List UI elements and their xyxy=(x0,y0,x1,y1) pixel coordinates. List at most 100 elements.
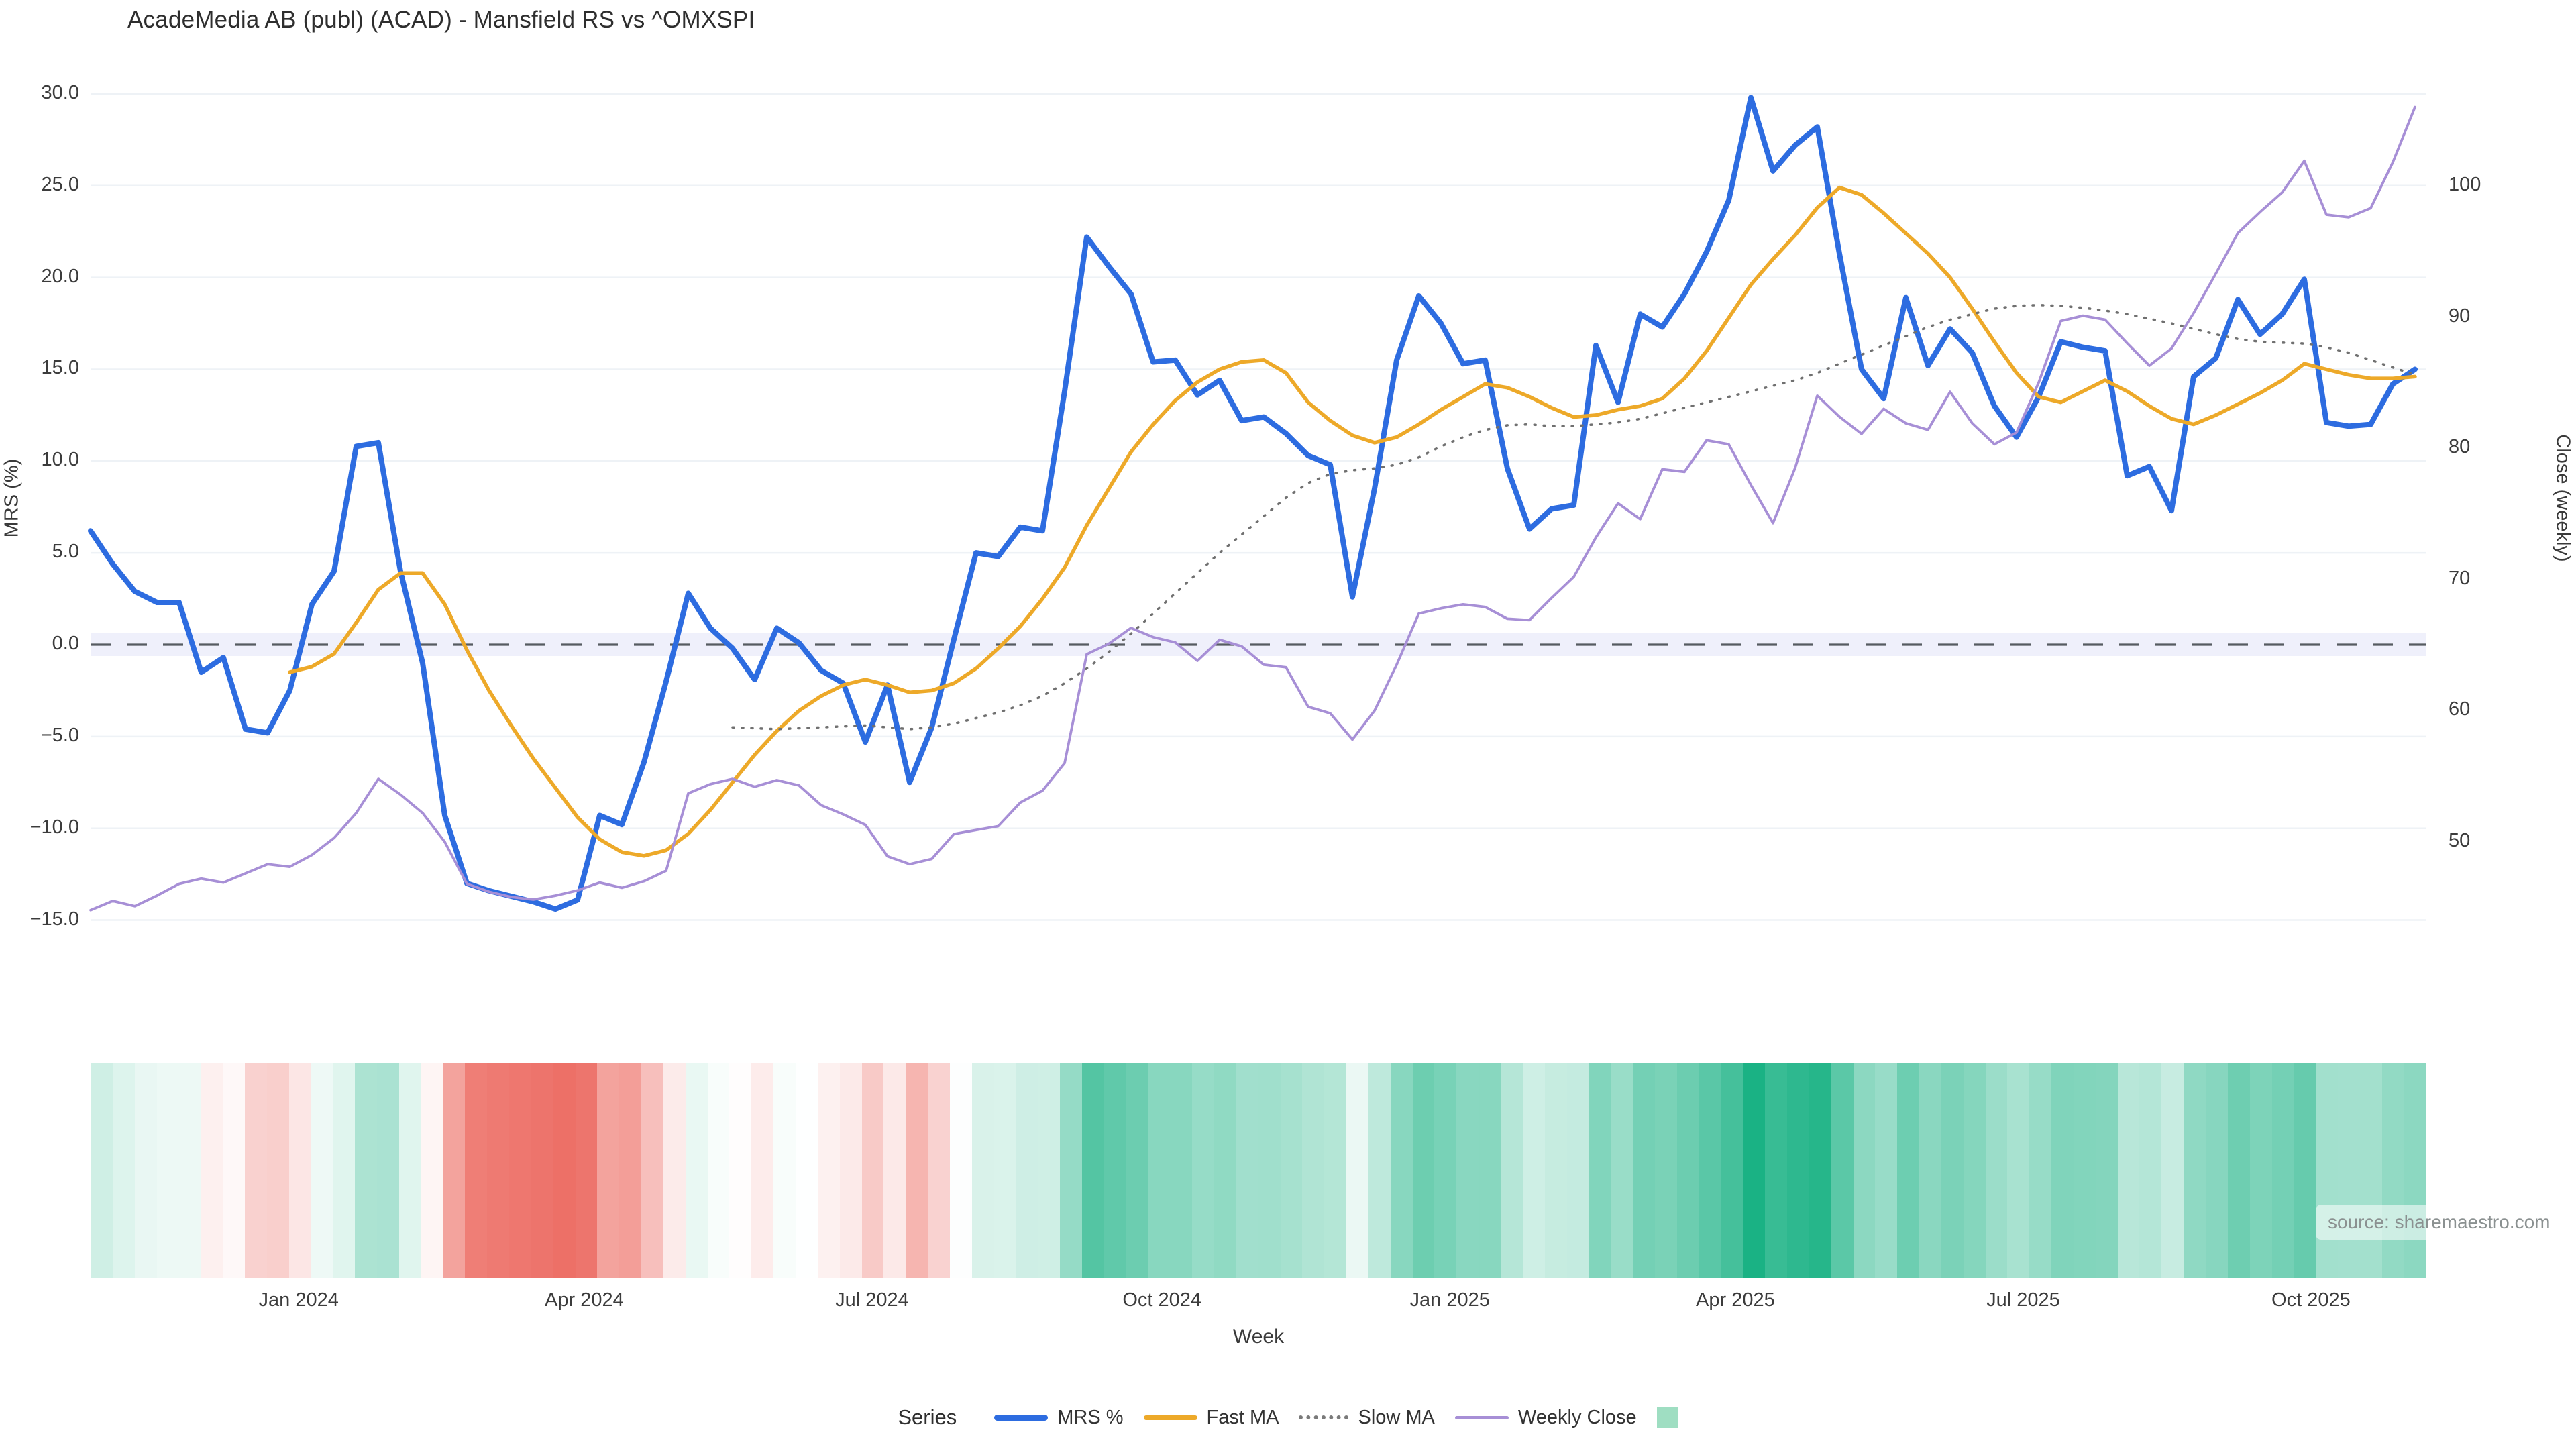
y-tick-right: 50 xyxy=(2449,829,2471,851)
heatmap-week-band xyxy=(2271,1063,2294,1278)
heatmap-week-band xyxy=(1038,1063,1061,1278)
heatmap-week-band xyxy=(971,1063,994,1278)
series-line-slow-ma[interactable] xyxy=(731,303,2416,731)
heatmap-week-band xyxy=(729,1063,752,1278)
heatmap-week-band xyxy=(1765,1063,1787,1278)
series-line-mrs[interactable] xyxy=(88,95,2418,912)
y-tick-left: −5.0 xyxy=(40,724,79,746)
heatmap-week-band xyxy=(2381,1063,2404,1278)
x-tick-apr-2024: Apr 2024 xyxy=(545,1289,624,1311)
heatmap-week-band xyxy=(1126,1063,1148,1278)
heatmap-week-band xyxy=(1456,1063,1479,1278)
heatmap-week-band xyxy=(641,1063,663,1278)
heatmap-week-band xyxy=(156,1063,179,1278)
heatmap-week-band xyxy=(112,1063,135,1278)
heatmap-week-band xyxy=(883,1063,906,1278)
legend-title: Series xyxy=(898,1405,957,1429)
heatmap-week-band xyxy=(1280,1063,1303,1278)
heatmap-week-band xyxy=(1897,1063,1920,1278)
heatmap-week-band xyxy=(619,1063,642,1278)
heatmap-week-band xyxy=(376,1063,399,1278)
legend-item-mrs[interactable]: MRS % xyxy=(994,1406,1124,1429)
series-line-weekly-close[interactable] xyxy=(89,105,2416,912)
heatmap-week-band xyxy=(266,1063,289,1278)
heatmap-week-band xyxy=(1522,1063,1545,1278)
heatmap-week-band xyxy=(2139,1063,2162,1278)
heatmap-week-band xyxy=(839,1063,862,1278)
y-tick-left: 25.0 xyxy=(41,173,79,195)
heatmap-week-band xyxy=(1434,1063,1457,1278)
heatmap-week-band xyxy=(2227,1063,2250,1278)
heatmap-week-band xyxy=(2359,1063,2382,1278)
heatmap-week-band xyxy=(134,1063,157,1278)
heatmap-week-band xyxy=(1214,1063,1236,1278)
heatmap-week-band xyxy=(2117,1063,2140,1278)
legend-item-heatmap-swatch[interactable] xyxy=(1656,1407,1678,1428)
heatmap-week-band xyxy=(1919,1063,1941,1278)
legend-swatch-line xyxy=(994,1414,1049,1421)
heatmap-week-band xyxy=(663,1063,686,1278)
heatmap-week-band xyxy=(1875,1063,1898,1278)
y-axis-left-title: MRS (%) xyxy=(1,458,23,538)
mrs-heatmap-strip[interactable] xyxy=(91,1063,2426,1278)
heatmap-week-band xyxy=(509,1063,531,1278)
heatmap-week-band xyxy=(1633,1063,1655,1278)
heatmap-week-band xyxy=(2029,1063,2052,1278)
heatmap-week-band xyxy=(1170,1063,1193,1278)
y-axis-right-title: Close (weekly) xyxy=(2552,434,2574,562)
heatmap-week-band xyxy=(906,1063,928,1278)
legend-swatch-square xyxy=(1656,1407,1678,1428)
heatmap-week-band xyxy=(2249,1063,2272,1278)
chart-legend: Series MRS % Fast MA Slow MA Weekly Close xyxy=(0,1405,2576,1430)
legend-item-label: Fast MA xyxy=(1206,1406,1279,1428)
y-tick-right: 60 xyxy=(2449,698,2471,720)
legend-item-label: MRS % xyxy=(1057,1406,1124,1428)
heatmap-week-band xyxy=(1479,1063,1501,1278)
heatmap-week-band xyxy=(311,1063,333,1278)
y-tick-left: 10.0 xyxy=(41,449,79,471)
heatmap-week-band xyxy=(817,1063,840,1278)
heatmap-week-band xyxy=(1412,1063,1435,1278)
heatmap-week-band xyxy=(1654,1063,1677,1278)
heatmap-week-band xyxy=(928,1063,950,1278)
heatmap-week-band xyxy=(91,1063,113,1278)
legend-swatch-line xyxy=(1454,1415,1509,1419)
legend-item-slow-ma[interactable]: Slow MA xyxy=(1299,1406,1435,1429)
y-tick-right: 100 xyxy=(2449,174,2481,195)
legend-item-weekly-close[interactable]: Weekly Close xyxy=(1454,1407,1637,1429)
x-tick-apr-2025: Apr 2025 xyxy=(1696,1289,1775,1311)
heatmap-week-band xyxy=(1853,1063,1876,1278)
heatmap-week-band xyxy=(1809,1063,1831,1278)
page-title: AcadeMedia AB (publ) (ACAD) - Mansfield … xyxy=(127,7,755,33)
heatmap-week-band xyxy=(487,1063,510,1278)
heatmap-week-band xyxy=(1589,1063,1611,1278)
heatmap-week-band xyxy=(1192,1063,1215,1278)
x-tick-jan-2024: Jan 2024 xyxy=(258,1289,339,1311)
series-line-fast-ma[interactable] xyxy=(288,185,2417,858)
y-tick-left: 30.0 xyxy=(41,81,79,103)
heatmap-week-band xyxy=(707,1063,730,1278)
heatmap-week-band xyxy=(2338,1063,2360,1278)
y-tick-left: 0.0 xyxy=(52,633,79,654)
heatmap-week-band xyxy=(201,1063,223,1278)
y-tick-right: 80 xyxy=(2449,436,2471,458)
heatmap-week-band xyxy=(421,1063,443,1278)
legend-item-fast-ma[interactable]: Fast MA xyxy=(1143,1406,1279,1429)
heatmap-week-band xyxy=(1941,1063,1964,1278)
heatmap-week-band xyxy=(1721,1063,1743,1278)
legend-item-label: Slow MA xyxy=(1358,1406,1435,1428)
heatmap-week-band xyxy=(1258,1063,1281,1278)
x-tick-oct-2025: Oct 2025 xyxy=(2271,1289,2351,1311)
heatmap-week-band xyxy=(333,1063,356,1278)
heatmap-week-band xyxy=(223,1063,245,1278)
heatmap-week-band xyxy=(2404,1063,2426,1278)
line-chart-plot-area[interactable] xyxy=(0,0,2576,1033)
heatmap-week-band xyxy=(178,1063,201,1278)
heatmap-week-band xyxy=(1743,1063,1766,1278)
heatmap-week-band xyxy=(2316,1063,2339,1278)
heatmap-week-band xyxy=(2206,1063,2228,1278)
heatmap-week-band xyxy=(1699,1063,1721,1278)
heatmap-week-band xyxy=(2294,1063,2316,1278)
heatmap-week-band xyxy=(1786,1063,1809,1278)
